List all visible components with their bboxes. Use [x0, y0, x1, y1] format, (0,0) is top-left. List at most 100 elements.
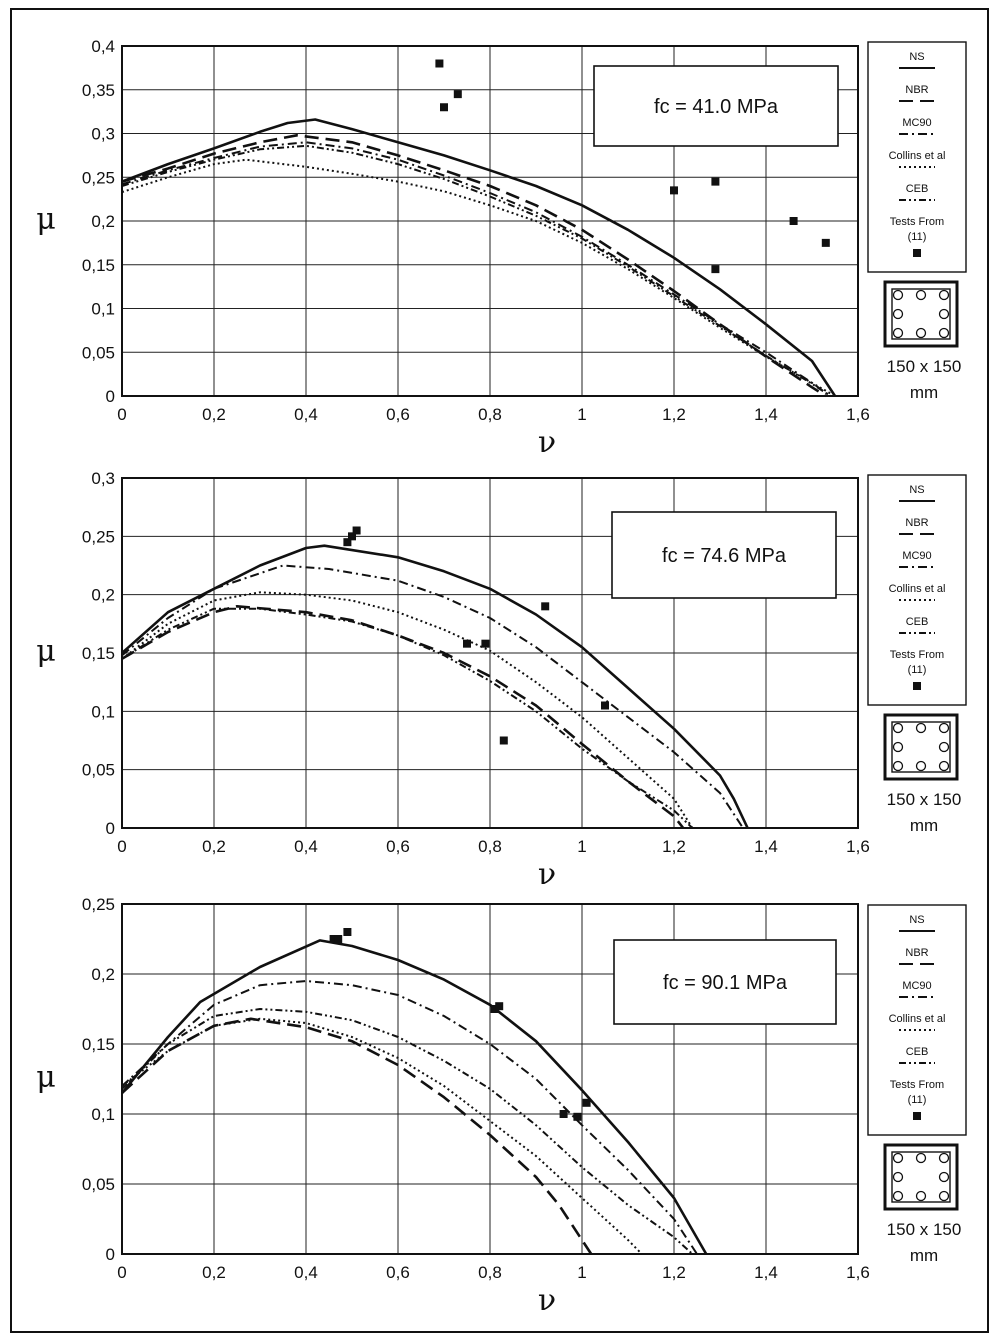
x-axis-label: ν — [538, 425, 556, 460]
legend-entry-label: (11) — [908, 664, 927, 676]
section-outline — [883, 280, 959, 348]
x-tick-label: 0,8 — [478, 1263, 502, 1282]
y-tick-label: 0,1 — [91, 702, 115, 721]
x-axis-label: ν — [538, 1283, 556, 1318]
rebar-circle — [892, 308, 904, 320]
x-tick-label: 0 — [117, 837, 126, 856]
legend-entry-label: Collins et al — [889, 1013, 946, 1025]
x-tick-label: 1,2 — [662, 1263, 686, 1282]
rebar-circle — [892, 1171, 904, 1183]
annotation-box — [611, 511, 837, 599]
annotation-box — [593, 65, 839, 147]
section-stirrup — [891, 288, 951, 340]
legend-entry-label: (11) — [908, 1094, 927, 1106]
x-tick-label: 1,6 — [846, 405, 870, 424]
section-stirrup — [891, 1151, 951, 1203]
rebar-circle — [915, 289, 927, 301]
plot-area-border — [121, 45, 859, 397]
x-tick-label: 0,2 — [202, 837, 226, 856]
section-unit-label: mm — [910, 1246, 938, 1265]
x-tick-label: 0,4 — [294, 837, 318, 856]
rebar-circle — [938, 308, 950, 320]
rebar-circle — [938, 289, 950, 301]
rebar-circle — [892, 722, 904, 734]
chart-panel-1: 0 0,2 0,4 0,6 0,8 1 1,2 1,4 1,6 0 0,05 0,1 0,15 0,2 0,… — [36, 37, 967, 460]
rebar-circle — [915, 1152, 927, 1164]
x-tick-label: 1,2 — [662, 837, 686, 856]
test-data-point — [711, 177, 720, 186]
rebar-circle — [892, 1190, 904, 1202]
annotation-label: fc = 41.0 MPa — [654, 96, 779, 118]
legend-box — [867, 41, 967, 273]
y-tick-label: 0,25 — [82, 527, 115, 546]
section-stirrup — [891, 721, 951, 773]
series-line-mc90 — [121, 141, 831, 397]
rebar-circle — [938, 1190, 950, 1202]
legend-entry-label: CEB — [906, 1046, 929, 1058]
x-tick-label: 0,8 — [478, 837, 502, 856]
cross-section-icon: 150 x 150 mm — [883, 1143, 961, 1265]
legend-entry-label: NS — [909, 51, 924, 63]
section-unit-label: mm — [910, 816, 938, 835]
section-outline — [883, 1143, 959, 1211]
test-data-point — [495, 1002, 504, 1011]
legend: NS NBR MC90 Collins et al CEB Tests From (11) — [867, 904, 967, 1136]
series-line-collins-et-al — [121, 1017, 643, 1255]
legend-swatch — [913, 249, 921, 257]
test-data-point — [559, 1110, 568, 1118]
section-unit-label: mm — [910, 383, 938, 402]
x-tick-label: 0,2 — [202, 1263, 226, 1282]
rebar-circle — [915, 760, 927, 772]
series-line-collins-et-al — [121, 158, 836, 397]
chart-panel-2: 0 0,2 0,4 0,6 0,8 1 1,2 1,4 1,6 0 0,05 0,1 0,15 0,2 0,… — [36, 469, 967, 892]
y-tick-label: 0,3 — [91, 125, 115, 144]
legend-swatch — [913, 1112, 921, 1120]
cross-section-icon: 150 x 150 mm — [883, 280, 961, 402]
figure-frame — [10, 8, 989, 1333]
y-tick-label: 0 — [106, 387, 115, 406]
y-tick-label: 0,25 — [82, 895, 115, 914]
rebar-circle — [892, 327, 904, 339]
x-tick-label: 0 — [117, 405, 126, 424]
rebar-circle — [938, 741, 950, 753]
x-tick-label: 0,8 — [478, 405, 502, 424]
rebar-circle — [938, 1152, 950, 1164]
y-axis-label: μ — [36, 634, 56, 669]
test-data-point — [711, 265, 720, 274]
legend-swatch — [913, 682, 921, 690]
x-tick-label: 1,6 — [846, 837, 870, 856]
plot-area-border — [121, 903, 859, 1255]
test-data-point — [601, 701, 609, 710]
test-data-point — [573, 1112, 582, 1121]
y-tick-label: 0,3 — [91, 469, 115, 488]
y-tick-label: 0,35 — [82, 81, 115, 100]
legend-entry-label: Tests From — [890, 216, 944, 228]
series-line-nbr — [121, 134, 827, 398]
legend-entry-label: NS — [909, 484, 924, 496]
test-data-point — [490, 1005, 499, 1013]
x-tick-label: 0,4 — [294, 405, 318, 424]
annotation-box — [613, 939, 837, 1025]
test-data-point — [343, 538, 352, 547]
annotation-label: fc = 74.6 MPa — [662, 545, 787, 567]
legend-entry-label: CEB — [906, 183, 929, 195]
test-data-point — [789, 217, 798, 225]
legend-entry-label: (11) — [908, 231, 927, 243]
y-tick-label: 0,2 — [91, 212, 115, 231]
test-data-point — [440, 103, 448, 112]
series-line-ns — [120, 939, 708, 1255]
y-tick-label: 0,15 — [82, 256, 115, 275]
series-line-ns — [121, 118, 837, 397]
test-data-point — [334, 935, 343, 943]
x-tick-label: 1,4 — [754, 1263, 778, 1282]
test-data-point — [541, 602, 550, 611]
rebar-circle — [938, 327, 950, 339]
x-axis-label: ν — [538, 857, 556, 892]
x-tick-label: 1,4 — [754, 405, 778, 424]
test-data-point — [463, 639, 471, 648]
x-tick-label: 0 — [117, 1263, 126, 1282]
series-line-ns — [121, 544, 749, 829]
legend: NS NBR MC90 Collins et al CEB Tests From (11) — [867, 474, 967, 706]
x-tick-label: 1 — [577, 1263, 586, 1282]
x-tick-label: 0,6 — [386, 405, 410, 424]
